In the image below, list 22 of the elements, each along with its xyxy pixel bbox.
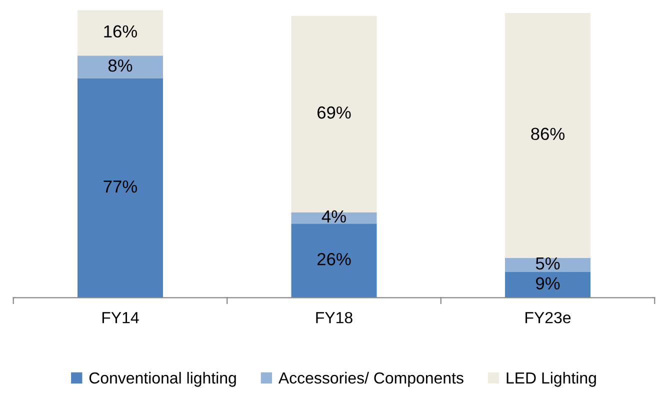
bar	[291, 224, 377, 298]
data-label: 8%	[108, 59, 132, 72]
data-label: 86%	[531, 128, 565, 140]
bar	[505, 258, 591, 272]
bar	[77, 78, 163, 298]
legend-label: LED Lighting	[506, 372, 596, 387]
bar	[505, 12, 591, 258]
data-label: 4%	[322, 210, 346, 223]
legend-label: Conventional lighting	[89, 372, 236, 387]
legend-label: Accessories/ Components	[278, 372, 464, 387]
bar	[505, 272, 591, 298]
data-label: 69%	[318, 106, 351, 119]
data-label: 77%	[104, 180, 137, 193]
data-label: 9%	[536, 277, 560, 290]
bar	[77, 56, 163, 78]
data-label: 26%	[318, 253, 351, 266]
x-tick-label: FY18	[316, 312, 352, 324]
data-label: 16%	[104, 25, 137, 38]
x-tick-label: FY23e	[526, 312, 571, 324]
x-tick-label: FY14	[102, 312, 139, 324]
data-label: 5%	[536, 257, 560, 270]
bar	[77, 10, 163, 56]
